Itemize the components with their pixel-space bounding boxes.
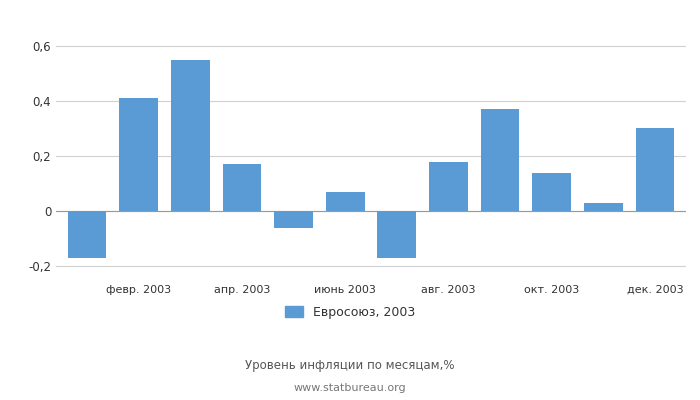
Bar: [636, 128, 674, 211]
Bar: [326, 192, 365, 211]
Bar: [377, 211, 416, 258]
Bar: [119, 98, 158, 211]
Text: Уровень инфляции по месяцам,%: Уровень инфляции по месяцам,%: [245, 360, 455, 372]
Bar: [274, 211, 313, 228]
Legend: Евросоюз, 2003: Евросоюз, 2003: [279, 301, 421, 324]
Bar: [584, 203, 623, 211]
Bar: [533, 172, 571, 211]
Bar: [429, 162, 468, 211]
Text: www.statbureau.org: www.statbureau.org: [294, 383, 406, 393]
Bar: [171, 60, 209, 211]
Bar: [223, 164, 261, 211]
Bar: [481, 109, 519, 211]
Bar: [68, 211, 106, 258]
